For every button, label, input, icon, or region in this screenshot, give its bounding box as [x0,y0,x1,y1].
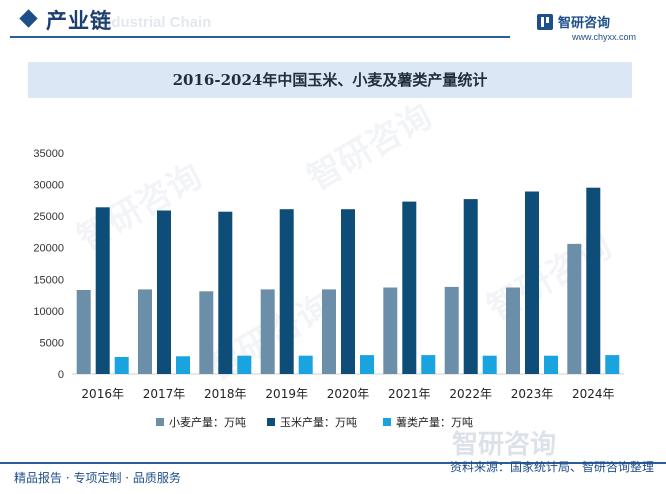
bar-series-0-7 [506,287,520,374]
bar-series-0-3 [260,289,275,374]
y-tick-label: 5000 [40,337,64,349]
brand-logo-icon [537,14,553,30]
bar-series-0-2 [199,291,214,374]
section-title: 产业链 [46,9,112,33]
bar-series-1-4 [341,209,355,374]
bar-series-0-8 [567,243,582,374]
bar-series-1-3 [279,209,294,374]
bar-series-0-1 [138,289,152,374]
legend-swatch [267,418,275,426]
bar-series-2-3 [298,355,313,374]
header-divider [10,36,510,38]
bar-series-0-0 [76,290,91,374]
bar-series-2-5 [421,355,436,374]
section-subtitle: Industrial Chain [98,14,212,31]
chart-legend: 小麦产量：万吨 玉米产量：万吨 薯类产量：万吨 [0,413,666,431]
footer-slogan: 精品报告 · 专项定制 · 品质服务 [14,471,181,485]
bar-series-1-7 [525,191,539,374]
legend-swatch [383,418,391,426]
x-tick-label: 2018年 [204,387,247,401]
bar-series-1-6 [463,199,478,374]
x-tick-label: 2021年 [388,387,431,401]
x-tick-label: 2019年 [265,387,308,401]
bar-series-0-6 [444,286,459,374]
brand-name: 智研咨询 [558,16,611,31]
x-tick-label: 2022年 [449,387,492,401]
x-tick-label: 2017年 [143,387,186,401]
bar-series-1-1 [157,210,171,374]
bar-series-2-1 [176,356,190,374]
legend-label: 玉米产量：万吨 [280,416,357,429]
bar-series-2-0 [114,357,129,374]
y-tick-label: 10000 [33,306,64,318]
brand-url: www.chyxx.com [572,32,637,42]
y-tick-label: 35000 [33,148,64,160]
legend-label: 小麦产量：万吨 [169,416,246,429]
y-tick-label: 15000 [33,274,64,286]
bar-series-2-7 [544,355,558,374]
x-tick-label: 2016年 [81,387,124,401]
y-tick-label: 0 [58,369,64,381]
x-tick-label: 2020年 [327,387,370,401]
x-tick-label: 2024年 [572,387,615,401]
y-tick-label: 25000 [33,211,64,223]
bar-series-1-5 [402,201,417,374]
footer-source: 资料来源：国家统计局、智研咨询整理 [449,460,654,474]
chart-title-band: 2016-2024年中国玉米、小麦及薯类产量统计 [28,62,632,98]
footer-divider [0,462,666,464]
x-tick-label: 2023年 [511,387,554,401]
legend-label: 薯类产量：万吨 [396,416,473,429]
page-header: Industrial Chain 产业链 智研咨询 www.chyxx.com [0,0,666,44]
legend-item: 薯类产量：万吨 [383,413,473,431]
legend-swatch [156,418,164,426]
page-footer: 精品报告 · 专项定制 · 品质服务 资料来源：国家统计局、智研咨询整理 [0,458,666,494]
bar-series-0-4 [322,289,336,374]
bar-series-2-8 [605,355,620,374]
brand: 智研咨询 www.chyxx.com [536,10,656,46]
bar-series-1-0 [95,207,110,374]
bar-series-2-6 [482,355,497,374]
chart-title: 2016-2024年中国玉米、小麦及薯类产量统计 [172,71,488,89]
bar-chart: 0 5000 10000 15000 20000 25000 30000 35000 2016年… [33,148,624,401]
bar-series-1-2 [218,211,233,374]
watermark-logo: 智研咨询 [452,430,557,460]
bar-series-2-2 [237,355,252,374]
bar-series-1-8 [586,187,601,374]
bar-series-2-4 [360,355,374,374]
y-tick-label: 30000 [33,180,64,192]
legend-item: 玉米产量：万吨 [267,413,357,431]
legend-item: 小麦产量：万吨 [156,413,246,431]
bar-series-0-5 [383,287,398,374]
y-tick-label: 20000 [33,243,64,255]
